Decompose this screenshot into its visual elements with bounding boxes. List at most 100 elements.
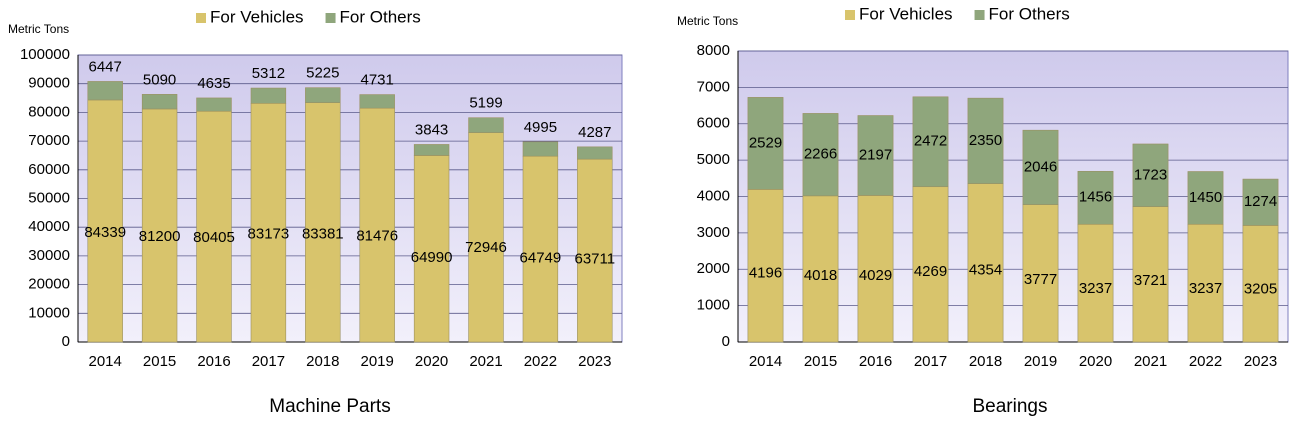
x-tick-label: 2018 <box>306 353 339 370</box>
x-tick-label: 2017 <box>252 353 285 370</box>
bar-segment <box>305 87 341 103</box>
x-tick-label: 2016 <box>197 353 230 370</box>
y-tick-label: 30000 <box>28 247 70 264</box>
data-label: 2197 <box>859 146 892 163</box>
x-tick-label: 2017 <box>914 353 947 370</box>
bar-segment <box>196 110 232 343</box>
data-label: 4995 <box>524 119 557 136</box>
x-tick-label: 2021 <box>1134 353 1167 370</box>
bar-segment <box>141 108 178 343</box>
legend-swatch <box>845 10 855 20</box>
y-tick-label: 70000 <box>28 132 70 149</box>
data-label: 3843 <box>415 121 448 138</box>
bar-segment <box>522 141 559 157</box>
x-tick-label: 2019 <box>1024 353 1057 370</box>
x-tick-label: 2022 <box>524 353 557 370</box>
data-label: 64749 <box>520 249 562 266</box>
bar-segment <box>1242 178 1279 226</box>
bar-segment <box>250 87 287 104</box>
x-tick-label: 2019 <box>361 353 394 370</box>
bar-segment <box>577 146 613 160</box>
data-label: 3237 <box>1189 280 1222 297</box>
bar-segment <box>802 113 839 197</box>
legend-label: For Others <box>989 4 1070 23</box>
x-tick-label: 2020 <box>1079 353 1112 370</box>
data-label: 4018 <box>804 267 837 284</box>
y-tick-label: 80000 <box>28 103 70 120</box>
data-label: 83381 <box>302 225 344 242</box>
bar-segment <box>250 102 287 343</box>
bar-segment <box>577 158 613 343</box>
data-label: 4731 <box>361 72 394 89</box>
y-tick-label: 100000 <box>20 46 70 63</box>
y-tick-label: 4000 <box>697 187 730 204</box>
y-tick-label: 1000 <box>697 297 730 314</box>
y-tick-label: 20000 <box>28 276 70 293</box>
bar-segment <box>1077 223 1114 343</box>
bar-segment <box>912 96 949 188</box>
chart-title: Bearings <box>973 396 1048 417</box>
bar-segment <box>413 144 450 156</box>
data-label: 83173 <box>248 226 290 243</box>
y-tick-label: 5000 <box>697 151 730 168</box>
data-label: 63711 <box>574 251 615 268</box>
y-axis-label: Metric Tons <box>677 14 738 28</box>
data-label: 81200 <box>139 228 181 245</box>
data-label: 2266 <box>804 146 837 163</box>
data-label: 4354 <box>969 262 1002 279</box>
y-tick-label: 60000 <box>28 161 70 178</box>
data-label: 2046 <box>1024 158 1057 175</box>
bar-segment <box>857 195 894 343</box>
data-label: 4269 <box>914 263 947 280</box>
data-label: 1450 <box>1189 189 1222 206</box>
y-tick-label: 6000 <box>697 115 730 132</box>
bar-segment <box>1022 204 1059 343</box>
x-tick-label: 2023 <box>578 353 611 370</box>
data-label: 3205 <box>1244 281 1277 298</box>
x-tick-label: 2022 <box>1189 353 1222 370</box>
data-label: 5312 <box>252 65 285 82</box>
x-tick-label: 2014 <box>89 353 122 370</box>
bar-segment <box>1187 171 1224 225</box>
bar-segment <box>1132 206 1169 343</box>
legend-label: For Vehicles <box>210 7 304 26</box>
legend-swatch <box>325 13 336 23</box>
x-tick-label: 2020 <box>415 353 448 370</box>
bar-segment <box>747 97 784 190</box>
x-tick-label: 2021 <box>469 353 502 370</box>
y-tick-label: 50000 <box>28 189 70 206</box>
bar-segment <box>802 195 839 343</box>
bar-segment <box>359 94 395 109</box>
bar-segment <box>305 102 341 343</box>
y-axis-label: Metric Tons <box>8 22 69 36</box>
bar-segment <box>747 189 784 343</box>
bar-segment <box>141 94 178 110</box>
data-label: 64990 <box>411 249 453 266</box>
bar-segment <box>87 81 123 101</box>
x-tick-label: 2023 <box>1244 353 1277 370</box>
y-tick-label: 7000 <box>697 78 730 95</box>
y-tick-label: 3000 <box>697 224 730 241</box>
legend-label: For Others <box>340 7 421 26</box>
bar-segment <box>857 115 894 196</box>
x-tick-label: 2015 <box>143 353 176 370</box>
x-tick-label: 2014 <box>749 353 782 370</box>
data-label: 4287 <box>578 124 611 141</box>
data-label: 1723 <box>1134 166 1167 183</box>
bar-segment <box>196 97 232 112</box>
data-label: 80405 <box>193 229 235 246</box>
bar-segment <box>1242 225 1279 343</box>
bar-segment <box>468 132 504 343</box>
bar-segment <box>413 155 450 343</box>
bar-segment <box>1187 223 1224 343</box>
y-tick-label: 0 <box>722 333 730 350</box>
data-label: 5225 <box>306 65 339 82</box>
data-label: 3777 <box>1024 271 1057 288</box>
data-label: 72946 <box>465 239 507 256</box>
y-tick-label: 40000 <box>28 218 70 235</box>
x-tick-label: 2016 <box>859 353 892 370</box>
data-label: 2350 <box>969 132 1002 149</box>
y-tick-label: 90000 <box>28 75 70 92</box>
bar-segment <box>967 183 1004 343</box>
